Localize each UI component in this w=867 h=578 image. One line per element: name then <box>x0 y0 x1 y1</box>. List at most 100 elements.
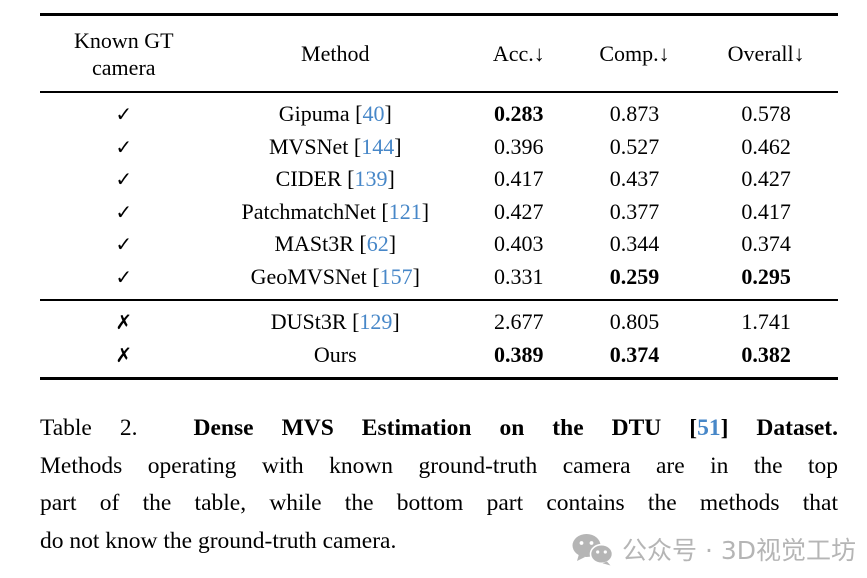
acc-value: 0.389 <box>494 341 544 367</box>
check-icon: ✓ <box>115 264 133 289</box>
watermark: 公众号 · 3D视觉工坊 <box>572 531 856 567</box>
header-overall: Overall↓ <box>727 40 805 66</box>
method-cell: DUSt3R [129] <box>208 309 463 335</box>
method-name: Gipuma <box>278 101 350 127</box>
table-header-row: Known GT camera Method Acc.↓ Comp.↓ Over… <box>40 16 838 93</box>
caption-text: part of the table, while the bottom part… <box>40 490 838 516</box>
caption-text: ] Dataset. <box>720 415 839 441</box>
comp-value: 0.259 <box>609 263 660 289</box>
citation-link[interactable]: 144 <box>361 133 395 159</box>
comp-value: 0.527 <box>609 133 660 159</box>
caption-line: do not know the ground-truth camera. <box>40 523 838 561</box>
method-name: GeoMVSNet <box>250 263 367 289</box>
results-table: Known GT camera Method Acc.↓ Comp.↓ Over… <box>40 13 838 380</box>
cross-icon: ✗ <box>115 310 133 335</box>
cite-bracket-close: ] <box>394 133 402 159</box>
table-section-unknown-camera: ✗ DUSt3R [129] 2.677 0.805 1.741 ✗ Ours 0.389 0.… <box>40 301 838 377</box>
cite-bracket-open: [ <box>346 309 360 335</box>
cite-bracket-open: [ <box>349 101 363 127</box>
method-name: MVSNet <box>268 133 349 159</box>
citation-link[interactable]: 40 <box>362 101 385 127</box>
table-row: ✓ GeoMVSNet [157] 0.331 0.259 0.295 <box>40 261 838 294</box>
overall-value: 0.295 <box>741 263 791 289</box>
citation-link[interactable]: 129 <box>359 309 393 335</box>
method-name: PatchmatchNet <box>241 198 376 224</box>
method-cell: Ours <box>208 342 463 368</box>
method-cell: MASt3R [62] <box>208 231 463 257</box>
header-acc: Acc.↓ <box>492 40 545 66</box>
table-row: ✓ CIDER [139] 0.417 0.437 0.427 <box>40 163 838 196</box>
overall-value: 0.462 <box>741 133 791 159</box>
caption-text: do not know the ground-truth camera. <box>40 527 397 554</box>
table-row: ✗ Ours 0.389 0.374 0.382 <box>40 339 838 372</box>
acc-value: 2.677 <box>494 309 544 335</box>
method-cell: Gipuma [40] <box>208 101 463 127</box>
table-section-known-camera: ✓ Gipuma [40] 0.283 0.873 0.578 ✓ MVSNet [144]… <box>40 93 838 301</box>
cite-bracket-close: ] <box>392 309 400 335</box>
check-icon: ✓ <box>115 134 133 159</box>
cite-bracket-open: [ <box>353 231 367 257</box>
citation-link[interactable]: 62 <box>366 231 389 257</box>
caption-citation-link[interactable]: 51 <box>697 415 721 441</box>
comp-value: 0.873 <box>609 101 660 127</box>
method-cell: PatchmatchNet [121] <box>208 199 463 225</box>
method-cell: CIDER [139] <box>208 166 463 192</box>
caption-line: Table 2. Dense MVS Estimation on the DTU… <box>40 410 838 448</box>
cite-bracket-close: ] <box>384 101 392 127</box>
caption-text: Methods operating with known ground-trut… <box>40 452 838 479</box>
header-known-gt-camera: Known GT camera <box>40 27 208 81</box>
cite-bracket-open: [ <box>366 263 380 289</box>
acc-value: 0.331 <box>494 263 544 289</box>
table-row: ✓ MASt3R [62] 0.403 0.344 0.374 <box>40 228 838 261</box>
citation-link[interactable]: 157 <box>379 263 413 289</box>
cross-icon: ✗ <box>115 342 133 367</box>
method-cell: MVSNet [144] <box>208 134 463 160</box>
caption-text: Table 2. <box>40 415 194 441</box>
acc-value: 0.403 <box>494 231 544 257</box>
acc-value: 0.427 <box>494 198 544 224</box>
overall-value: 0.417 <box>741 198 791 224</box>
acc-value: 0.396 <box>494 133 544 159</box>
header-known-gt-line1: Known GT <box>73 27 174 53</box>
method-name: CIDER <box>275 166 342 192</box>
cite-bracket-close: ] <box>387 166 395 192</box>
comp-value: 0.437 <box>609 166 660 192</box>
table-row: ✗ DUSt3R [129] 2.677 0.805 1.741 <box>40 306 838 339</box>
caption-text: Dense MVS Estimation on the DTU [ <box>193 415 698 441</box>
citation-link[interactable]: 121 <box>388 198 422 224</box>
check-icon: ✓ <box>115 102 133 127</box>
method-name: Ours <box>313 341 357 367</box>
check-icon: ✓ <box>115 167 133 192</box>
method-name: DUSt3R <box>270 309 347 335</box>
cite-bracket-close: ] <box>412 263 420 289</box>
header-comp: Comp.↓ <box>599 40 670 66</box>
cite-bracket-close: ] <box>421 198 430 224</box>
method-name: MASt3R <box>274 231 354 257</box>
table-row: ✓ PatchmatchNet [121] 0.427 0.377 0.417 <box>40 196 838 229</box>
overall-value: 0.374 <box>741 231 791 257</box>
method-cell: GeoMVSNet [157] <box>208 264 463 290</box>
acc-value: 0.417 <box>494 166 544 192</box>
comp-value: 0.805 <box>609 309 660 335</box>
cite-bracket-open: [ <box>341 166 355 192</box>
cite-bracket-close: ] <box>388 231 397 257</box>
caption-line: Methods operating with known ground-trut… <box>40 448 838 486</box>
caption-line: part of the table, while the bottom part… <box>40 485 838 523</box>
cite-bracket-open: [ <box>348 133 362 159</box>
table-row: ✓ MVSNet [144] 0.396 0.527 0.462 <box>40 131 838 164</box>
table-row: ✓ Gipuma [40] 0.283 0.873 0.578 <box>40 98 838 131</box>
comp-value: 0.377 <box>609 198 660 224</box>
header-method: Method <box>301 40 370 66</box>
overall-value: 0.427 <box>741 166 791 192</box>
comp-value: 0.374 <box>609 341 660 367</box>
overall-value: 0.382 <box>741 341 791 367</box>
table-caption: Table 2. Dense MVS Estimation on the DTU… <box>40 410 838 560</box>
citation-link[interactable]: 139 <box>354 166 388 192</box>
cite-bracket-open: [ <box>375 198 389 224</box>
check-icon: ✓ <box>115 232 133 257</box>
check-icon: ✓ <box>115 199 133 224</box>
acc-value: 0.283 <box>494 101 544 127</box>
overall-value: 0.578 <box>741 101 791 127</box>
watermark-text: 公众号 · 3D视觉工坊 <box>622 536 856 565</box>
